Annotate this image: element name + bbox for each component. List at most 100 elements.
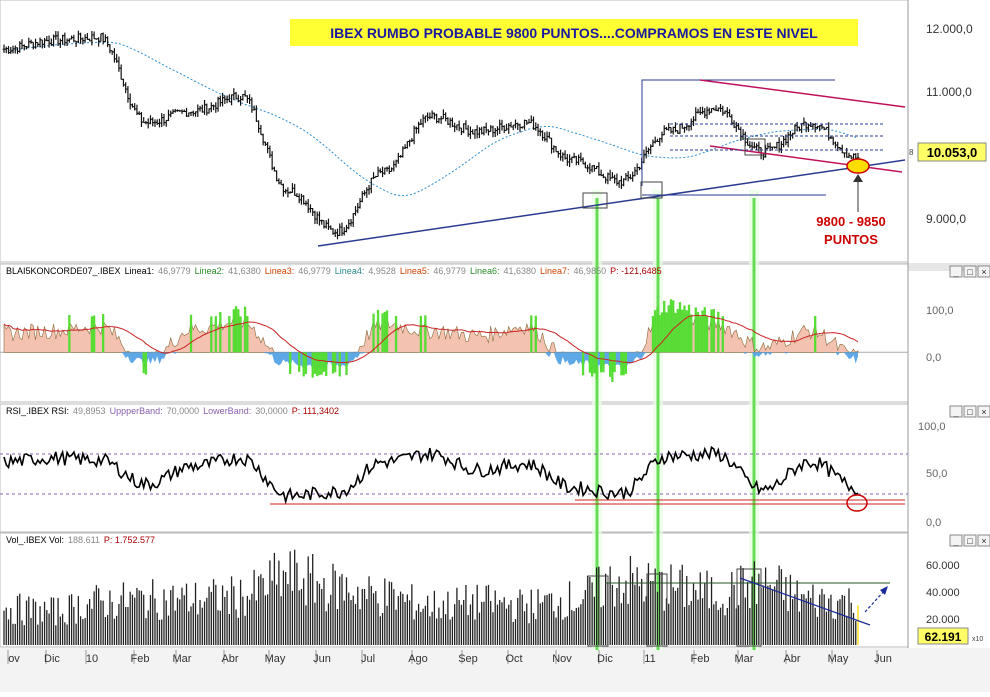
close-button-label: × xyxy=(981,536,986,546)
osc-legend-item: 46,9779 xyxy=(433,266,466,276)
time-label: Feb xyxy=(691,653,710,665)
osc-tick-100: 100,0 xyxy=(926,305,954,317)
price-tick-11000: 11.000,0 xyxy=(926,85,972,99)
oscillator-group xyxy=(0,299,908,382)
price-moving-average xyxy=(3,41,859,197)
time-label: May xyxy=(265,653,286,665)
rsi-line xyxy=(3,445,859,505)
osc-legend-item: BLAI5KONCORDE07_.IBEX xyxy=(6,266,121,276)
osc-legend-item: Linea5: xyxy=(400,266,430,276)
rsi-tick-100: 100,0 xyxy=(918,421,946,433)
pivot-box-2 xyxy=(640,181,663,199)
volume-downtrend xyxy=(739,577,871,626)
maximize-button[interactable] xyxy=(963,405,977,418)
vol-legend-item: P: 1.752.577 xyxy=(104,535,155,545)
price-tick-12000: 12.000,0 xyxy=(926,22,973,36)
last-price-tag xyxy=(917,142,987,162)
vol-legend-item: Vol_.IBEX Vol: xyxy=(6,535,64,545)
osc-moving-average xyxy=(3,314,859,364)
minimize-button[interactable] xyxy=(949,265,963,278)
target-label-range: 9800 - 9850 xyxy=(816,214,885,229)
chart-title: IBEX RUMBO PROBABLE 9800 PUNTOS....COMPR… xyxy=(330,25,818,41)
time-label: Mar xyxy=(735,653,754,665)
osc-legend: BLAI5KONCORDE07_.IBEX Linea1: 46,9779 Linea… xyxy=(6,266,662,276)
rsi-legend-item: 49,8953 xyxy=(73,406,106,416)
window-buttons-group: _ □ × _ □ × _ □ × xyxy=(949,265,990,547)
osc-legend-item: P: -121,6485 xyxy=(610,266,662,276)
time-label: Dic xyxy=(597,653,613,665)
rsi-legend-item: 70,0000 xyxy=(167,406,200,416)
time-label: 11 xyxy=(644,653,655,665)
time-label: Ago xyxy=(408,653,428,665)
osc-legend-item: Linea4: xyxy=(335,266,365,276)
price-bars-group xyxy=(2,30,860,240)
time-label: May xyxy=(828,653,849,665)
last-volume-value: 62.191 xyxy=(925,630,962,644)
osc-legend-item: Linea7: xyxy=(540,266,570,276)
time-label: ov xyxy=(8,653,20,665)
osc-legend-item: 4,9528 xyxy=(368,266,396,276)
volume-box-2 xyxy=(646,573,668,647)
osc-legend-item: Linea6: xyxy=(470,266,500,276)
time-label: Oct xyxy=(505,653,522,665)
rsi-legend-item: LowerBand: xyxy=(203,406,251,416)
maximize-button-label: □ xyxy=(967,267,973,277)
vol-tick-60000: 60.000 xyxy=(926,560,960,572)
rsi-tick-0: 0,0 xyxy=(926,517,941,529)
target-circle xyxy=(846,158,870,174)
price-tag-marker: 8 xyxy=(909,148,914,157)
close-button[interactable] xyxy=(977,405,990,418)
pivot-box-1 xyxy=(582,192,608,209)
osc-legend-item: 46,9779 xyxy=(298,266,331,276)
price-tick-9000: 9.000,0 xyxy=(926,212,966,226)
channel-upper xyxy=(699,79,906,108)
minimize-button-label: _ xyxy=(952,407,959,417)
time-label: Sep xyxy=(458,653,478,665)
osc-tick-0: 0,0 xyxy=(926,352,941,364)
rsi-legend-item: UppperBand: xyxy=(110,406,163,416)
rsi-target-circle xyxy=(846,494,868,512)
close-button-label: × xyxy=(981,407,986,417)
pivot-box-3 xyxy=(744,138,766,156)
vol-tick-20000: 20.000 xyxy=(926,614,960,626)
osc-legend-item: Linea1: xyxy=(125,266,155,276)
minimize-button[interactable] xyxy=(949,534,963,547)
osc-legend-item: Linea3: xyxy=(265,266,295,276)
osc-legend-item: 41,6380 xyxy=(228,266,261,276)
minimize-button-label: _ xyxy=(952,536,959,546)
minimize-button-label: _ xyxy=(952,267,959,277)
annotations-group xyxy=(317,79,906,247)
volume-legend: Vol_.IBEX Vol: 188.611 P: 1.752.577 xyxy=(6,535,155,545)
osc-legend-item: Linea2: xyxy=(195,266,225,276)
rsi-legend: RSI_.IBEX RSI: 49,8953 UppperBand: 70,0000 L… xyxy=(6,406,339,416)
support-trendline xyxy=(317,159,906,247)
volume-unit-marker: x10 xyxy=(972,636,983,643)
time-label: Jun xyxy=(874,653,892,665)
close-button[interactable] xyxy=(977,534,990,547)
vol-tick-40000: 40.000 xyxy=(926,587,960,599)
rsi-legend-item: RSI_.IBEX RSI: xyxy=(6,406,69,416)
last-volume-tag xyxy=(917,627,969,645)
maximize-button[interactable] xyxy=(963,534,977,547)
time-axis: ov Dic 10 Feb Mar Abr May Jun Jul Ago Sep Oct Nov Dic… xyxy=(7,650,892,665)
time-label: Nov xyxy=(552,653,572,665)
minimize-button[interactable] xyxy=(949,405,963,418)
title-banner xyxy=(290,19,858,46)
close-button[interactable] xyxy=(977,265,990,278)
osc-legend-item: 46,9850 xyxy=(574,266,607,276)
maximize-button[interactable] xyxy=(963,265,977,278)
range-box-top xyxy=(641,79,835,186)
maximize-button-label: □ xyxy=(967,536,973,546)
osc-legend-item: 46,9779 xyxy=(158,266,191,276)
volume-arrow-head xyxy=(880,586,888,595)
vol-legend-item: 188.611 xyxy=(68,535,100,545)
time-label: Mar xyxy=(173,653,192,665)
time-label: Dic xyxy=(44,653,60,665)
target-label-points: PUNTOS xyxy=(824,232,878,247)
time-label: Feb xyxy=(131,653,150,665)
maximize-button-label: □ xyxy=(967,407,973,417)
close-button-label: × xyxy=(981,267,986,277)
rsi-group xyxy=(0,445,908,512)
